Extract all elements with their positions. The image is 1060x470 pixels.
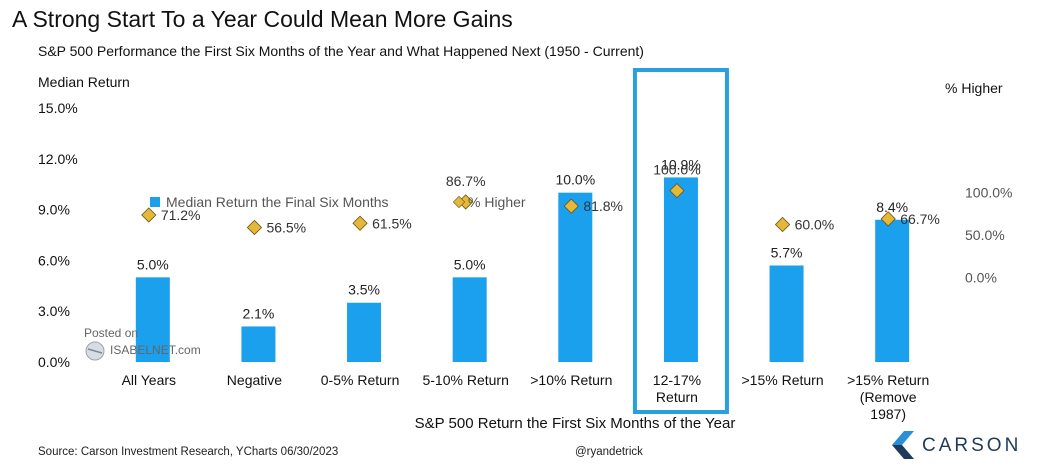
- carson-logo-icon: [892, 431, 914, 459]
- globe-icon: [85, 341, 105, 361]
- bar-data-label: 5.0%: [137, 256, 169, 272]
- y-axis-title: Median Return: [38, 74, 130, 90]
- x-axis-title: S&P 500 Return the First Six Months of t…: [415, 415, 736, 432]
- bar: [663, 177, 698, 362]
- bar-data-label: 2.1%: [242, 305, 274, 321]
- y-tick-label: 3.0%: [38, 303, 70, 319]
- y-tick-label: 12.0%: [38, 151, 78, 167]
- bar: [558, 192, 593, 362]
- x-tick-label: (Remove: [860, 389, 917, 405]
- y-tick-label: 9.0%: [38, 202, 70, 218]
- watermark-line2: ISABELNET.com: [110, 343, 201, 357]
- bar-data-label: 5.7%: [771, 244, 803, 260]
- y2-tick-label: 100.0%: [965, 185, 1012, 201]
- bar-data-label: 8.4%: [876, 199, 908, 215]
- y2-axis-title: % Higher: [945, 80, 1003, 96]
- marker-point: [246, 219, 263, 236]
- x-tick-label: >10% Return: [530, 372, 612, 388]
- legend-bar-label: Median Return the Final Six Months: [166, 194, 389, 210]
- marker-data-label: 61.5%: [372, 215, 412, 231]
- y-tick-label: 15.0%: [38, 100, 78, 116]
- marker-data-label: 60.0%: [795, 217, 835, 233]
- marker-data-label: 56.5%: [266, 219, 306, 235]
- bar: [875, 219, 910, 362]
- chart-title: A Strong Start To a Year Could Mean More…: [12, 6, 513, 32]
- marker-data-label: 86.7%: [446, 173, 486, 189]
- carson-logo-text: CARSON: [922, 435, 1022, 456]
- highlight-box: [632, 68, 729, 414]
- bar: [135, 277, 170, 362]
- bar: [452, 277, 487, 362]
- marker-point: [458, 194, 474, 210]
- legend-bar-swatch: [150, 197, 160, 207]
- author-handle: @ryandetrick: [575, 446, 643, 458]
- bar-data-label: 10.9%: [661, 156, 701, 172]
- y-tick-label: 6.0%: [38, 252, 70, 268]
- marker-point: [563, 198, 579, 214]
- source-note: Source: Carson Investment Research, YCha…: [38, 446, 339, 458]
- x-tick-label: 0-5% Return: [321, 372, 400, 388]
- bar: [241, 326, 276, 362]
- marker-data-label: 100.0%: [653, 162, 700, 178]
- marker-point: [141, 207, 157, 223]
- x-tick-label: >15% Return: [847, 372, 929, 388]
- marker-data-label: 66.7%: [900, 211, 940, 227]
- y-tick-label: 0.0%: [38, 354, 70, 370]
- bar-data-label: 10.0%: [555, 172, 595, 188]
- x-tick-label: 5-10% Return: [422, 372, 508, 388]
- watermark: Posted on ISABELNET.com: [84, 326, 201, 361]
- legend-marker-swatch: [452, 195, 466, 209]
- x-tick-label: All Years: [122, 372, 176, 388]
- bar: [769, 265, 804, 362]
- chart-subtitle: S&P 500 Performance the First Six Months…: [38, 43, 644, 59]
- carson-logo: CARSON: [888, 428, 1048, 464]
- x-tick-label: >15% Return: [742, 372, 824, 388]
- bar-data-label: 5.0%: [454, 256, 486, 272]
- y2-tick-label: 0.0%: [965, 269, 997, 285]
- watermark-line1: Posted on: [84, 326, 139, 340]
- x-tick-label: Negative: [227, 372, 282, 388]
- x-tick-label: Return: [656, 389, 698, 405]
- y2-tick-label: 50.0%: [965, 227, 1005, 243]
- marker-data-label: 81.8%: [583, 198, 623, 214]
- bar-data-label: 3.5%: [348, 282, 380, 298]
- marker-point: [352, 215, 368, 231]
- x-tick-label: 12-17%: [653, 372, 701, 388]
- marker-point: [774, 216, 791, 233]
- marker-data-label: 71.2%: [161, 207, 201, 223]
- legend-marker-label: % Higher: [468, 194, 526, 210]
- marker-point: [669, 183, 685, 199]
- x-tick-label: 1987): [870, 406, 906, 422]
- bar: [347, 302, 382, 362]
- marker-point: [880, 211, 896, 227]
